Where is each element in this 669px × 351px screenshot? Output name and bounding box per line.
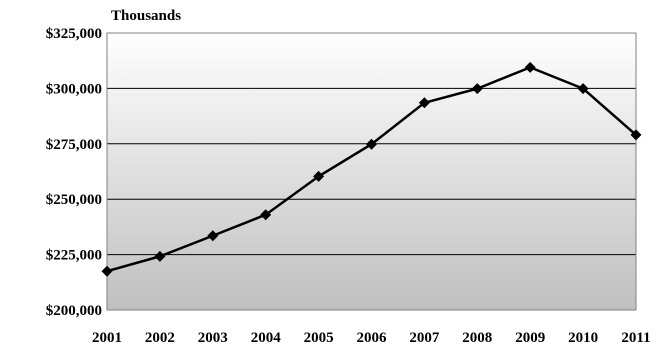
x-tick-label: 2008 bbox=[462, 330, 492, 346]
x-tick-label: 2011 bbox=[621, 330, 650, 346]
data-point-marker bbox=[101, 265, 113, 277]
data-point-marker bbox=[260, 209, 272, 221]
x-tick-label: 2004 bbox=[251, 330, 282, 346]
x-tick-label: 2001 bbox=[92, 330, 122, 346]
y-tick-label: $250,000 bbox=[46, 192, 102, 208]
data-point-marker bbox=[154, 250, 166, 262]
x-tick-label: 2006 bbox=[357, 330, 388, 346]
plot-border bbox=[106, 32, 637, 311]
data-point-marker bbox=[471, 83, 483, 95]
data-point-marker bbox=[524, 61, 536, 73]
data-point-marker bbox=[577, 83, 589, 95]
x-tick-label: 2003 bbox=[198, 330, 228, 346]
plot-area bbox=[107, 33, 636, 310]
y-tick-label: $325,000 bbox=[46, 26, 102, 42]
x-tick-label: 2002 bbox=[145, 330, 175, 346]
x-tick-label: 2005 bbox=[304, 330, 334, 346]
x-tick-label: 2007 bbox=[409, 330, 440, 346]
y-tick-label: $200,000 bbox=[46, 303, 102, 319]
unit-label: Thousands bbox=[111, 8, 181, 24]
x-tick-label: 2009 bbox=[515, 330, 545, 346]
x-tick-label: 2010 bbox=[568, 330, 598, 346]
x-axis-tick-labels: 2001 2002 2003 2004 2005 2006 2007 2008 2009 2010… bbox=[92, 330, 651, 346]
y-axis-tick-labels: $200,000 $225,000 $250,000 $275,000 $300,000… bbox=[46, 26, 102, 319]
data-point-marker bbox=[418, 97, 430, 109]
data-point-marker bbox=[630, 129, 642, 141]
data-point-marker bbox=[313, 170, 325, 182]
y-tick-label: $275,000 bbox=[46, 137, 102, 153]
data-point-marker bbox=[207, 230, 219, 242]
y-tick-label: $300,000 bbox=[46, 81, 102, 97]
series-group bbox=[101, 61, 642, 277]
y-tick-label: $225,000 bbox=[46, 248, 102, 264]
data-point-marker bbox=[366, 138, 377, 150]
